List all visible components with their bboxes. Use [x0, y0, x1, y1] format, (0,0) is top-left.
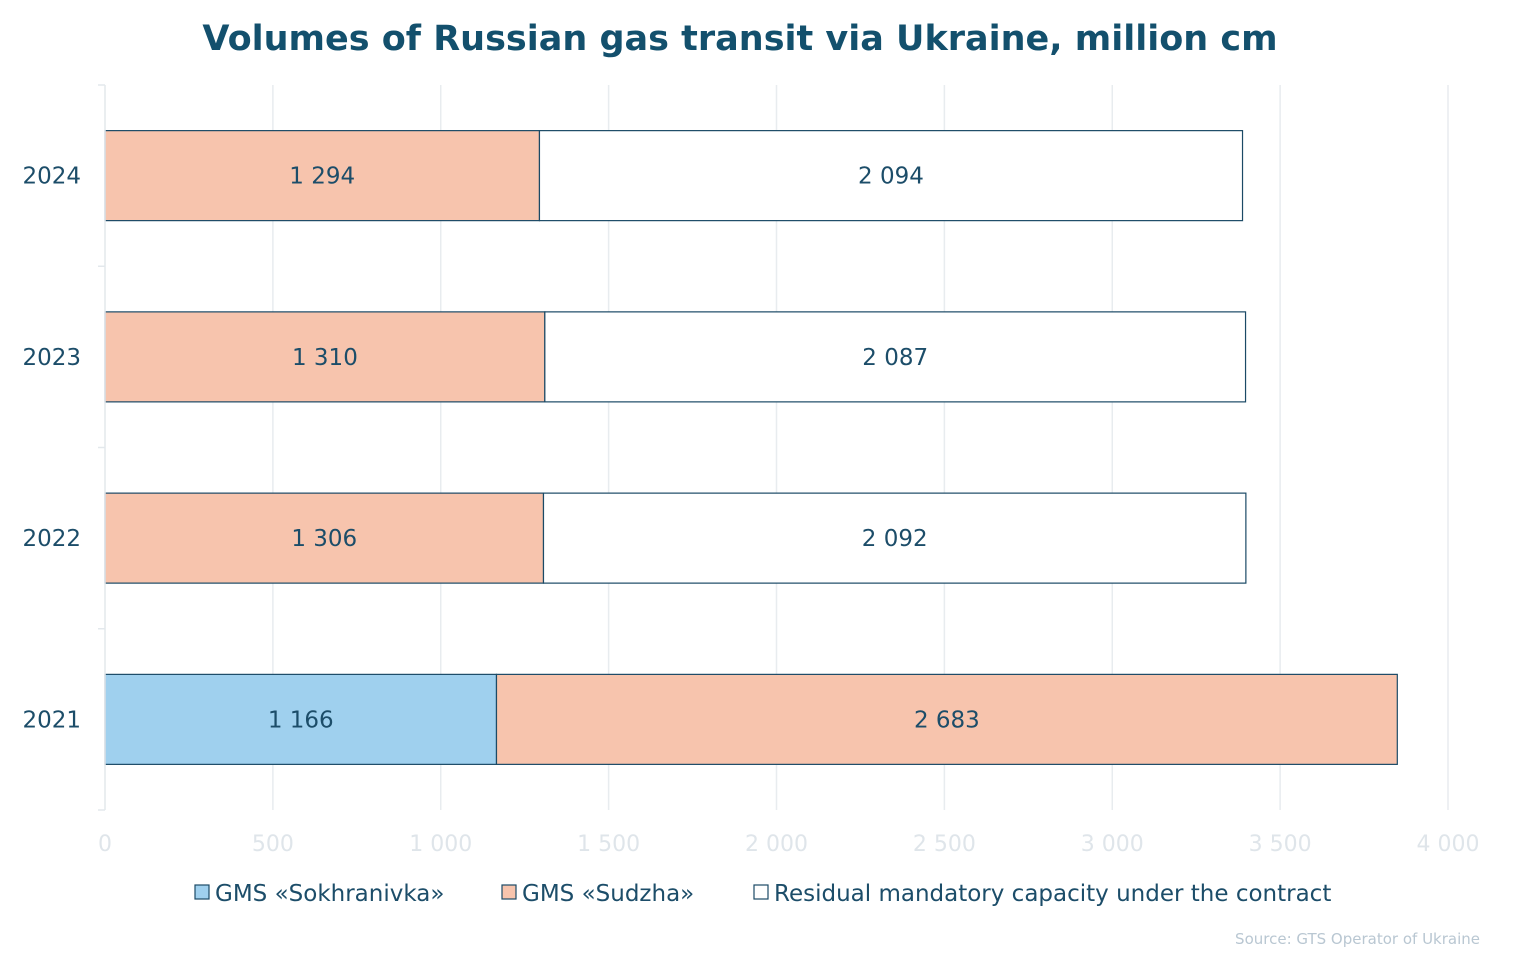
- bar-segment: [495, 673, 1398, 765]
- legend-swatch: [501, 884, 517, 900]
- category-label: 2022: [22, 526, 81, 552]
- data-label: 2 094: [858, 164, 924, 190]
- bars-layer: [104, 130, 1398, 765]
- category-label: 2021: [22, 707, 81, 733]
- bar-segment: [104, 130, 541, 222]
- legend-item: GMS «Sokhranivka»: [194, 881, 444, 907]
- category-label: 2024: [22, 164, 81, 190]
- legend-label: GMS «Sudzha»: [522, 881, 694, 907]
- legend-item: Residual mandatory capacity under the co…: [753, 881, 1331, 907]
- legend: GMS «Sokhranivka» GMS «Sudzha» Residual ma…: [194, 881, 1331, 907]
- x-tick-label: 0: [98, 832, 112, 857]
- x-tick-label: 1 000: [409, 832, 472, 857]
- bar-segment: [538, 130, 1244, 222]
- chart-title: Volumes of Russian gas transit via Ukrai…: [202, 19, 1277, 59]
- bar-segment: [544, 311, 1247, 403]
- x-tick-label: 3 000: [1081, 832, 1144, 857]
- category-label: 2023: [22, 345, 81, 371]
- x-tick-label: 1 500: [577, 832, 640, 857]
- source-note: Source: GTS Operator of Ukraine: [1235, 930, 1480, 948]
- legend-label: GMS «Sokhranivka»: [215, 881, 444, 907]
- data-label: 1 166: [268, 707, 334, 733]
- labels-layer: 1 166 2 683 1 306 2 092 1 310 2 087 1 294 2 094: [268, 164, 980, 734]
- bar-segment: [542, 492, 1247, 584]
- x-tick-label: 3 500: [1249, 832, 1312, 857]
- x-tick-label: 4 000: [1417, 832, 1480, 857]
- data-label: 1 294: [289, 164, 355, 190]
- legend-swatch: [753, 884, 769, 900]
- data-label: 2 092: [862, 526, 928, 552]
- data-label: 1 310: [292, 345, 358, 371]
- x-tick-label: 500: [252, 832, 294, 857]
- data-label: 1 306: [291, 526, 357, 552]
- legend-swatch: [194, 884, 210, 900]
- x-tick-label: 2 500: [913, 832, 976, 857]
- data-label: 2 087: [862, 345, 928, 371]
- x-tick-label: 2 000: [745, 832, 808, 857]
- axis-layer: 0 500 1 000 1 500 2 000 2 500 3 000 3 500 4 000 2…: [22, 84, 1480, 857]
- legend-item: GMS «Sudzha»: [501, 881, 694, 907]
- legend-label: Residual mandatory capacity under the co…: [774, 881, 1331, 907]
- data-label: 2 683: [914, 707, 980, 733]
- bar-segment: [104, 492, 545, 584]
